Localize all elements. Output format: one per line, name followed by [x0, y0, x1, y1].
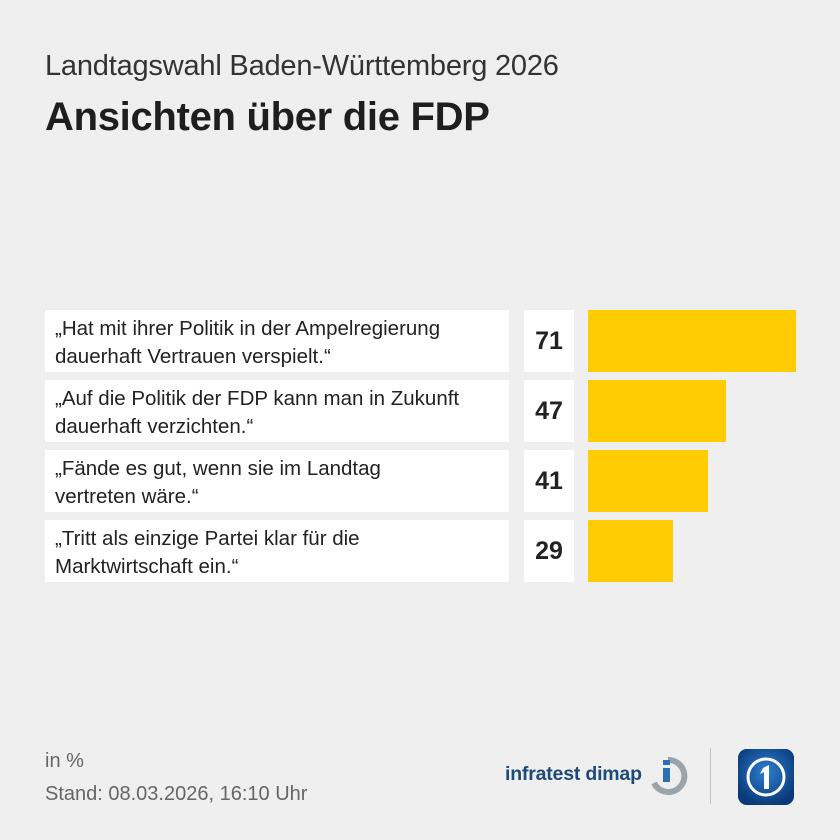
timestamp-note: Stand: 08.03.2026, 16:10 Uhr	[45, 783, 308, 805]
row-label: „Hat mit ihrer Politik in der Ampelregie…	[55, 317, 441, 368]
row-value-label: 41	[524, 450, 574, 512]
row-value-label: 47	[524, 380, 574, 442]
source-label: infratest dimap	[505, 763, 642, 785]
row-value-label: 71	[524, 310, 574, 372]
unit-note: in %	[45, 750, 84, 772]
chart-supertitle: Landtagswahl Baden-Württemberg 2026	[45, 50, 559, 82]
row-label: „Tritt als einzige Partei klar für die Ma…	[55, 527, 360, 578]
bar	[588, 450, 708, 512]
chart-title: Ansichten über die FDP	[45, 95, 490, 139]
row-label-box: „Auf die Politik der FDP kann man in Zuk…	[45, 380, 509, 442]
row-label: „Auf die Politik der FDP kann man in Zuk…	[55, 387, 460, 438]
ard-tagesschau-logo-icon	[738, 749, 794, 805]
row-label-box: „Fände es gut, wenn sie im Landtag vertre…	[45, 450, 509, 512]
row-label: „Fände es gut, wenn sie im Landtag vertre…	[55, 457, 381, 508]
bar	[588, 380, 726, 442]
bar	[588, 310, 796, 372]
bar	[588, 520, 673, 582]
row-label-box: „Hat mit ihrer Politik in der Ampelregie…	[45, 310, 509, 372]
row-value-label: 29	[524, 520, 574, 582]
infratest-dimap-logo-icon	[651, 756, 688, 795]
row-label-box: „Tritt als einzige Partei klar für die Ma…	[45, 520, 509, 582]
logo-divider	[710, 748, 711, 804]
